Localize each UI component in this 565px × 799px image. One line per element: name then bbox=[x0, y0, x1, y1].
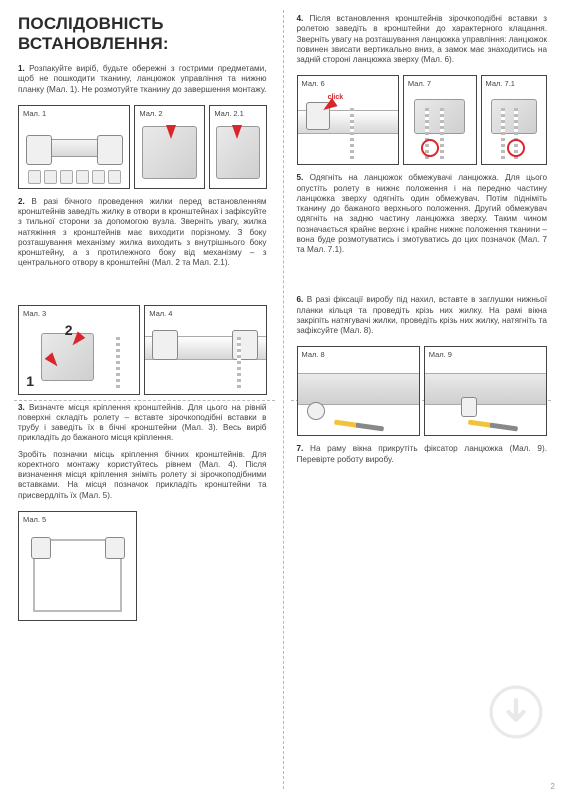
step-6-body: В разі фіксації виробу під нахил, вставт… bbox=[297, 295, 548, 335]
tensioner-icon bbox=[307, 402, 325, 420]
bottom-rail-icon bbox=[298, 373, 419, 405]
page-number: 2 bbox=[551, 782, 555, 791]
parts-row-icon bbox=[28, 170, 121, 184]
figure-2-body bbox=[135, 118, 204, 188]
figure-1-label: Мал. 1 bbox=[19, 106, 129, 118]
figure-1: Мал. 1 bbox=[18, 105, 130, 189]
bracket-left-icon bbox=[26, 135, 52, 165]
figure-3-label: Мал. 3 bbox=[19, 306, 139, 318]
figure-8: Мал. 8 bbox=[297, 346, 420, 436]
step-7-num: 7. bbox=[297, 444, 304, 453]
red-arrow-icon bbox=[166, 125, 176, 139]
figure-4-body bbox=[145, 318, 265, 394]
step-3-body: Визначте місця кріплення кронштейнів. Дл… bbox=[18, 403, 267, 443]
chain-icon bbox=[237, 337, 241, 389]
figure-9-body bbox=[425, 359, 546, 435]
callout-number-2: 2 bbox=[65, 322, 73, 338]
figure-2: Мал. 2 bbox=[134, 105, 205, 189]
red-circle-icon bbox=[421, 139, 439, 157]
horizontal-divider-left bbox=[14, 400, 275, 401]
figure-6-body: click bbox=[298, 88, 398, 164]
figure-2-1-body bbox=[210, 118, 265, 188]
click-label: click bbox=[328, 94, 344, 101]
right-column: 4. Після встановлення кронштейнів зірочк… bbox=[283, 0, 565, 799]
bracket-mounted-icon bbox=[105, 537, 125, 559]
figure-7-body bbox=[404, 88, 476, 164]
figure-4-label: Мал. 4 bbox=[145, 306, 265, 318]
fig-row-2: Мал. 3 1 2 Мал. 4 bbox=[18, 305, 267, 395]
step-5-num: 5. bbox=[297, 173, 304, 182]
figure-4: Мал. 4 bbox=[144, 305, 266, 395]
step-1-text: 1. Розпакуйте виріб, будьте обережні з г… bbox=[18, 64, 267, 95]
figure-7-1: Мал. 7.1 bbox=[481, 75, 548, 165]
figure-8-label: Мал. 8 bbox=[298, 347, 419, 359]
step-3-text: 3. Визначте місця кріплення кронштейнів.… bbox=[18, 403, 267, 444]
red-arrow-icon bbox=[232, 125, 242, 139]
step-7-body: На раму вікна прикрутіть фіксатор ланцюж… bbox=[297, 444, 547, 463]
step-5-text: 5. Одягніть на ланцюжок обмежувачі ланцю… bbox=[297, 173, 548, 255]
step-2-text: 2. В разі бічного проведення жилки перед… bbox=[18, 197, 267, 269]
bottom-rail-icon bbox=[425, 373, 546, 405]
figure-7: Мал. 7 bbox=[403, 75, 477, 165]
step-4-text: 4. Після встановлення кронштейнів зірочк… bbox=[297, 14, 548, 65]
chain-icon bbox=[350, 108, 354, 160]
step-6-num: 6. bbox=[297, 295, 304, 304]
red-circle-icon bbox=[507, 139, 525, 157]
page-title: ПОСЛІДОВНІСТЬ ВСТАНОВЛЕННЯ: bbox=[18, 14, 267, 54]
step-1-num: 1. bbox=[18, 64, 25, 73]
screwdriver-icon bbox=[334, 419, 384, 431]
step-7-text: 7. На раму вікна прикрутіть фіксатор лан… bbox=[297, 444, 548, 465]
bracket-left-icon bbox=[152, 330, 178, 360]
step-1-body: Розпакуйте виріб, будьте обережні з гост… bbox=[18, 64, 267, 94]
fig-row-5: Мал. 8 Мал. 9 bbox=[297, 346, 548, 436]
step-4-num: 4. bbox=[297, 14, 304, 23]
figure-3: Мал. 3 1 2 bbox=[18, 305, 140, 395]
figure-2-1: Мал. 2.1 bbox=[209, 105, 266, 189]
step-3b-text: Зробіть позначки місць кріплення бічних … bbox=[18, 450, 267, 501]
vertical-divider bbox=[283, 10, 284, 789]
bracket-right-icon bbox=[97, 135, 123, 165]
figure-8-body bbox=[298, 359, 419, 435]
chain-icon bbox=[116, 337, 120, 389]
figure-5: Мал. 5 bbox=[18, 511, 137, 621]
figure-7-1-body bbox=[482, 88, 547, 164]
figure-5-body bbox=[19, 524, 136, 620]
screwdriver-icon bbox=[468, 419, 518, 431]
figure-1-body bbox=[19, 118, 129, 188]
figure-3-body: 1 2 bbox=[19, 318, 139, 394]
chain-icon bbox=[501, 108, 505, 160]
callout-number-1: 1 bbox=[26, 373, 34, 389]
step-5-body: Одягніть на ланцюжок обмежувачі ланцюжка… bbox=[297, 173, 548, 254]
fig-row-3: Мал. 5 bbox=[18, 511, 267, 621]
step-2-body: В разі бічного проведення жилки перед вс… bbox=[18, 197, 267, 268]
watermark-icon bbox=[489, 685, 543, 739]
figure-5-label: Мал. 5 bbox=[19, 512, 136, 524]
fig-row-1: Мал. 1 Мал. 2 Мал. 2.1 bbox=[18, 105, 267, 189]
step-3b-body: Зробіть позначки місць кріплення бічних … bbox=[18, 450, 267, 500]
step-4-body: Після встановлення кронштейнів зірочкопо… bbox=[297, 14, 548, 64]
figure-9: Мал. 9 bbox=[424, 346, 547, 436]
step-3-num: 3. bbox=[18, 403, 25, 412]
chain-icon bbox=[440, 108, 444, 160]
page: ПОСЛІДОВНІСТЬ ВСТАНОВЛЕННЯ: 1. Розпакуйт… bbox=[0, 0, 565, 799]
figure-9-label: Мал. 9 bbox=[425, 347, 546, 359]
chain-holder-icon bbox=[461, 397, 477, 417]
bracket-right-icon bbox=[232, 330, 258, 360]
figure-2-1-label: Мал. 2.1 bbox=[210, 106, 265, 118]
figure-7-label: Мал. 7 bbox=[404, 76, 476, 88]
figure-2-label: Мал. 2 bbox=[135, 106, 204, 118]
bracket-mounted-icon bbox=[31, 537, 51, 559]
figure-6-label: Мал. 6 bbox=[298, 76, 398, 88]
step-6-text: 6. В разі фіксації виробу під нахил, вст… bbox=[297, 295, 548, 336]
fig-row-4: Мал. 6 click Мал. 7 Ма bbox=[297, 75, 548, 165]
figure-6: Мал. 6 click bbox=[297, 75, 399, 165]
step-2-num: 2. bbox=[18, 197, 25, 206]
figure-7-1-label: Мал. 7.1 bbox=[482, 76, 547, 88]
